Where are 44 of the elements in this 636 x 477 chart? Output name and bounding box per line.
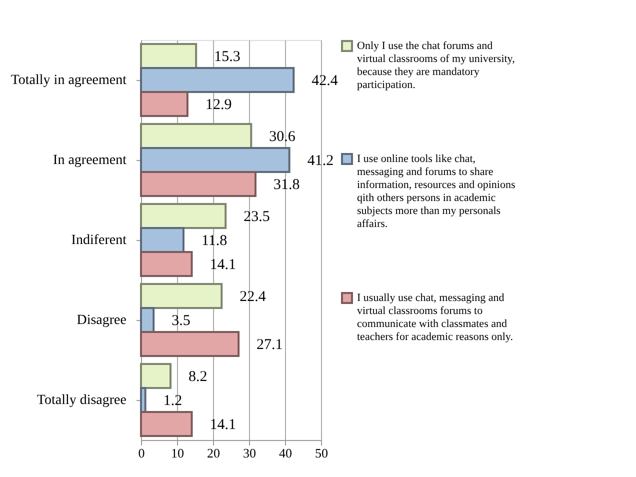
data-label: 1.2 [163, 393, 182, 409]
x-tick-label: 10 [171, 446, 184, 460]
bar [140, 387, 146, 413]
y-tick-label: Totally in agreement [10, 73, 127, 88]
y-tick-label: Disagree [76, 313, 126, 328]
bar [140, 227, 184, 253]
bar [140, 171, 256, 197]
bar [140, 43, 198, 69]
data-label: 30.6 [269, 129, 296, 145]
data-label: 3.5 [172, 313, 190, 329]
x-tick-label: 50 [315, 446, 328, 460]
data-label: 27.1 [256, 337, 283, 353]
data-label: 42.4 [312, 73, 338, 89]
data-label: 31.8 [273, 177, 300, 193]
legend-label: Only I use the chat forums and virtual classrooms of my university, because they are mandatory participation. [357, 40, 516, 91]
bar [140, 283, 223, 309]
y-tick-label: Indiferent [71, 233, 127, 248]
bar [140, 147, 290, 173]
bar [140, 411, 193, 437]
bar [140, 91, 188, 117]
legend-label: I use online tools like chat, messaging and forums to share information, resources and opinions qith others persons in academic subjects more than my personals affairs. [357, 153, 516, 230]
bar [140, 251, 193, 277]
bar [140, 203, 227, 229]
data-label: 23.5 [244, 209, 270, 225]
y-tick-label: In agreement [53, 153, 127, 168]
data-label: 15.3 [214, 49, 240, 65]
data-label: 8.2 [188, 369, 208, 385]
x-tick-label: 20 [207, 446, 220, 460]
data-label: 12.9 [205, 97, 232, 113]
data-label: 22.4 [240, 289, 266, 305]
x-tick-label: 40 [279, 446, 292, 460]
data-label: 41.2 [307, 153, 334, 169]
data-label: 14.1 [210, 257, 236, 273]
y-tick-label: Totally disagree [36, 393, 126, 408]
data-label: 14.1 [210, 417, 236, 433]
bar [140, 307, 155, 333]
data-label: 11.8 [201, 233, 228, 249]
x-tick-label: 0 [138, 446, 145, 460]
x-tick-label: 30 [243, 446, 256, 460]
bar [140, 123, 252, 149]
bar [140, 363, 172, 389]
bar [140, 331, 240, 357]
legend-label: I usually use chat, messaging and virtual classrooms forums to communicate with classmates and teachers for academic reasons only. [357, 292, 514, 343]
bar [140, 67, 295, 93]
